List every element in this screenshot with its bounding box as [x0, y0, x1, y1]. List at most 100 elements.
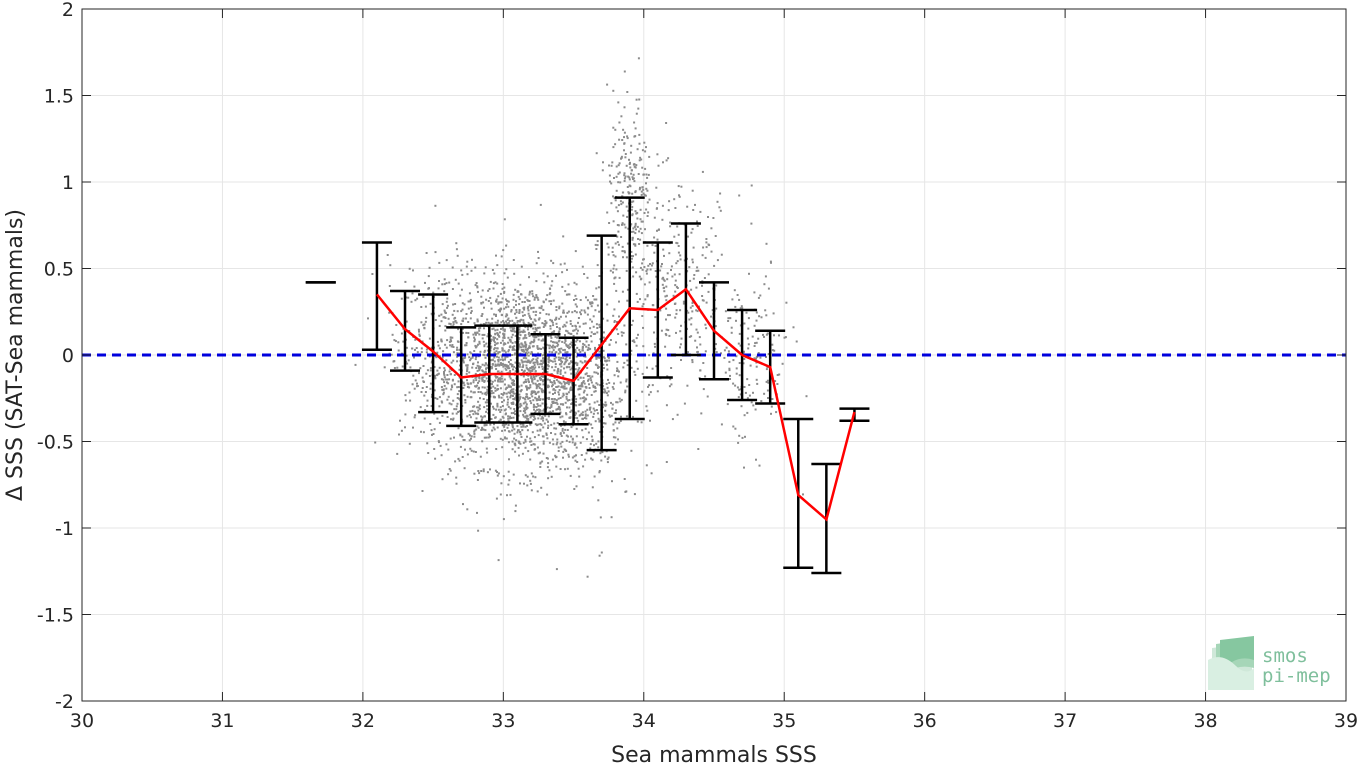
scatter-point	[594, 346, 596, 349]
scatter-point	[548, 359, 551, 362]
scatter-point	[598, 356, 601, 359]
scatter-point	[663, 254, 665, 257]
scatter-point	[429, 382, 432, 385]
scatter-point	[535, 280, 538, 283]
scatter-point	[765, 314, 768, 317]
scatter-point	[531, 395, 534, 398]
scatter-point	[573, 488, 576, 490]
scatter-point	[586, 375, 589, 377]
scatter-point	[503, 349, 506, 352]
scatter-point	[598, 344, 601, 346]
scatter-point	[656, 207, 658, 210]
scatter-point	[612, 89, 615, 92]
scatter-point	[523, 330, 526, 333]
scatter-point	[437, 440, 440, 443]
scatter-point	[550, 340, 553, 343]
scatter-point	[538, 410, 541, 413]
scatter-point	[558, 389, 561, 391]
scatter-point	[560, 365, 563, 368]
scatter-point	[755, 341, 758, 344]
scatter-point	[622, 214, 625, 217]
scatter-point	[528, 397, 531, 400]
scatter-point	[696, 225, 699, 227]
scatter-point	[653, 216, 656, 219]
scatter-point	[710, 227, 713, 230]
scatter-point	[522, 365, 524, 368]
scatter-point	[480, 418, 483, 421]
scatter-point	[618, 421, 621, 424]
scatter-point	[577, 467, 580, 470]
scatter-point	[614, 421, 617, 424]
scatter-point	[569, 322, 572, 325]
scatter-point	[698, 336, 701, 339]
scatter-point	[434, 377, 437, 380]
scatter-point	[632, 163, 635, 166]
scatter-point	[420, 321, 423, 324]
scatter-point	[702, 362, 705, 364]
scatter-point	[648, 354, 651, 357]
scatter-point	[568, 399, 571, 401]
scatter-point	[626, 242, 629, 245]
scatter-point	[472, 413, 475, 416]
scatter-point	[552, 410, 554, 413]
scatter-point	[638, 142, 641, 145]
scatter-point	[615, 289, 618, 292]
scatter-point	[623, 172, 626, 175]
scatter-point	[595, 356, 598, 359]
scatter-point	[743, 322, 746, 325]
scatter-point	[529, 361, 532, 364]
scatter-point	[607, 378, 609, 381]
scatter-point	[547, 427, 549, 429]
scatter-point	[404, 413, 407, 416]
scatter-point	[598, 420, 601, 423]
scatter-point	[522, 357, 525, 360]
x-tick-label: 31	[210, 710, 234, 732]
scatter-point	[597, 417, 600, 420]
scatter-point	[598, 350, 601, 353]
scatter-point	[720, 253, 723, 256]
scatter-point	[746, 378, 749, 381]
scatter-point	[728, 360, 731, 363]
scatter-point	[574, 250, 577, 253]
scatter-point	[491, 366, 494, 369]
scatter-point	[665, 328, 668, 331]
scatter-point	[607, 390, 610, 393]
scatter-point	[758, 315, 761, 318]
scatter-point	[590, 394, 593, 396]
scatter-point	[529, 400, 532, 402]
scatter-point	[542, 389, 545, 392]
scatter-point	[467, 332, 470, 334]
scatter-point	[542, 361, 545, 364]
scatter-point	[534, 448, 537, 451]
scatter-point	[548, 300, 551, 303]
scatter-point	[555, 341, 558, 344]
scatter-point	[462, 317, 465, 320]
scatter-point	[630, 324, 633, 326]
smos-logo: smos pi-mep	[1208, 636, 1331, 690]
scatter-point	[577, 329, 579, 332]
scatter-point	[482, 323, 485, 325]
scatter-point	[553, 382, 556, 385]
scatter-point	[695, 309, 698, 312]
scatter-point	[591, 302, 594, 305]
scatter-point	[555, 306, 558, 308]
scatter-point	[559, 373, 562, 375]
scatter-point	[532, 361, 535, 364]
scatter-point	[536, 345, 539, 348]
scatter-point	[440, 454, 443, 457]
scatter-point	[499, 292, 502, 295]
scatter-point	[608, 414, 611, 417]
scatter-point	[728, 369, 731, 372]
scatter-point	[547, 344, 550, 347]
scatter-point	[575, 404, 578, 407]
scatter-point	[485, 321, 488, 324]
scatter-point	[559, 397, 562, 399]
scatter-point	[496, 282, 499, 285]
scatter-point	[408, 267, 411, 270]
scatter-point	[613, 321, 616, 323]
scatter-point	[749, 364, 752, 367]
scatter-point	[634, 210, 637, 213]
scatter-point	[544, 324, 547, 327]
scatter-point	[665, 122, 668, 124]
scatter-point	[469, 351, 472, 354]
